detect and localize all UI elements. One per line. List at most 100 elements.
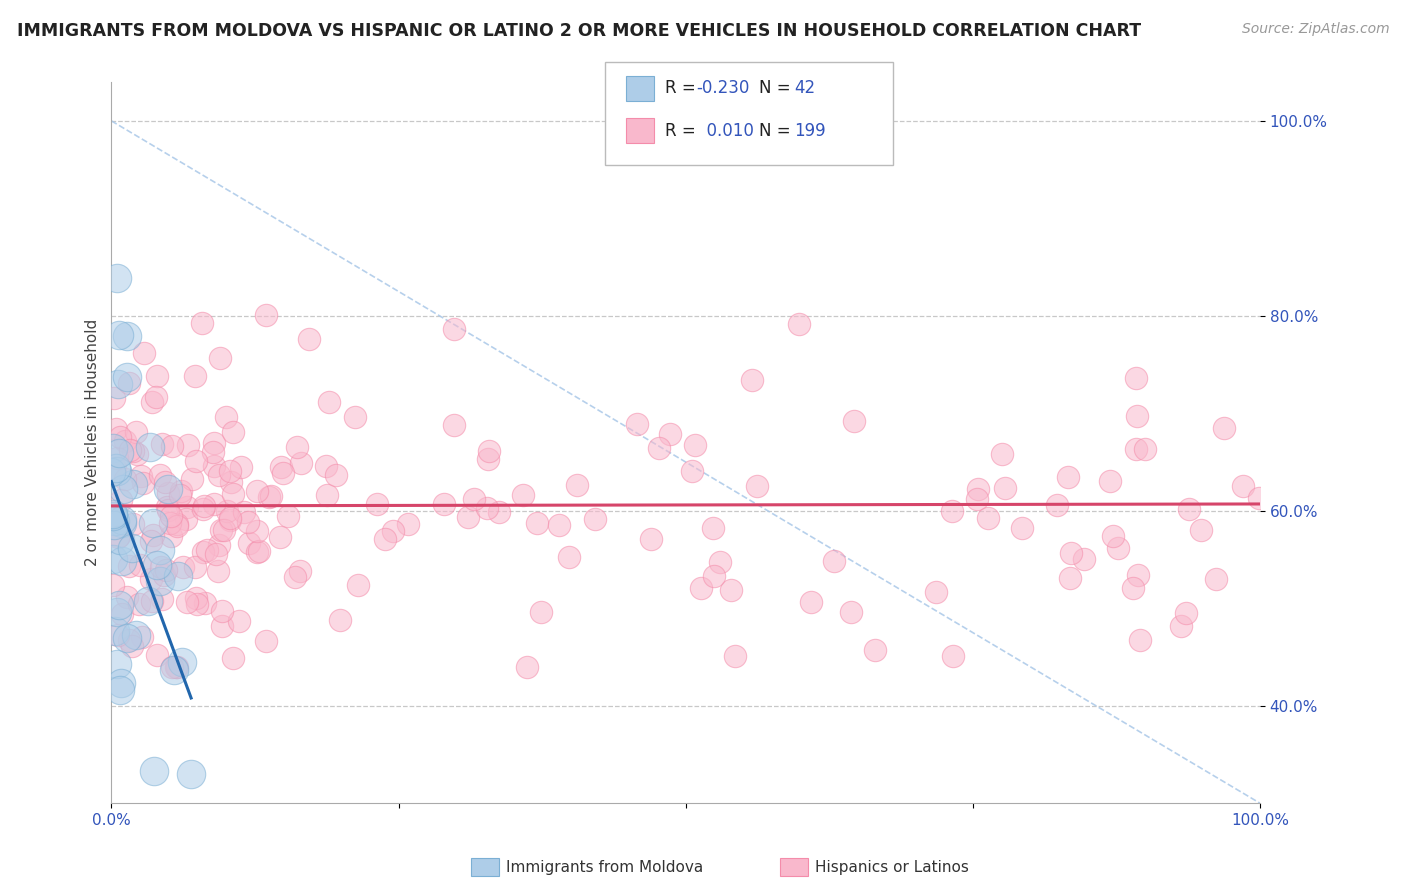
- Point: [325, 468, 347, 483]
- Point: [114, 434, 136, 448]
- Point: [101, 577, 124, 591]
- Point: [526, 516, 548, 530]
- Point: [139, 533, 162, 548]
- Point: [152, 567, 174, 582]
- Point: [208, 467, 231, 482]
- Point: [702, 521, 724, 535]
- Point: [155, 564, 177, 578]
- Point: [516, 659, 538, 673]
- Point: [681, 464, 703, 478]
- Point: [1128, 568, 1150, 582]
- Point: [463, 491, 485, 506]
- Point: [277, 509, 299, 524]
- Point: [150, 592, 173, 607]
- Point: [233, 505, 256, 519]
- Point: [107, 628, 129, 642]
- Point: [558, 550, 581, 565]
- Point: [254, 634, 277, 648]
- Point: [105, 271, 128, 285]
- Point: [208, 538, 231, 552]
- Point: [839, 605, 862, 619]
- Point: [121, 541, 143, 555]
- Point: [257, 490, 280, 504]
- Point: [457, 509, 479, 524]
- Point: [111, 482, 134, 496]
- Point: [260, 490, 283, 504]
- Point: [245, 524, 267, 539]
- Point: [238, 536, 260, 550]
- Point: [219, 511, 242, 525]
- Point: [139, 573, 162, 587]
- Point: [167, 568, 190, 582]
- Point: [741, 373, 763, 387]
- Point: [163, 663, 186, 677]
- Point: [315, 488, 337, 502]
- Point: [105, 451, 128, 466]
- Point: [107, 530, 129, 544]
- Point: [180, 473, 202, 487]
- Point: [477, 451, 499, 466]
- Point: [942, 649, 965, 664]
- Point: [174, 512, 197, 526]
- Point: [166, 518, 188, 533]
- Point: [1121, 582, 1143, 596]
- Point: [108, 682, 131, 697]
- Point: [219, 464, 242, 478]
- Point: [132, 475, 155, 490]
- Point: [977, 511, 1000, 525]
- Point: [141, 594, 163, 608]
- Point: [724, 649, 747, 664]
- Point: [648, 441, 671, 455]
- Point: [118, 559, 141, 574]
- Y-axis label: 2 or more Vehicles in Household: 2 or more Vehicles in Household: [86, 319, 100, 566]
- Point: [101, 552, 124, 566]
- Point: [207, 565, 229, 579]
- Point: [270, 460, 292, 475]
- Point: [193, 545, 215, 559]
- Point: [131, 630, 153, 644]
- Point: [626, 417, 648, 432]
- Point: [443, 322, 465, 336]
- Point: [115, 370, 138, 384]
- Point: [170, 484, 193, 499]
- Point: [103, 508, 125, 522]
- Point: [155, 475, 177, 490]
- Text: Immigrants from Moldova: Immigrants from Moldova: [506, 860, 703, 874]
- Point: [143, 764, 166, 778]
- Point: [842, 414, 865, 428]
- Point: [709, 555, 731, 569]
- Point: [290, 456, 312, 470]
- Point: [347, 578, 370, 592]
- Point: [136, 593, 159, 607]
- Point: [1059, 571, 1081, 585]
- Point: [478, 444, 501, 458]
- Point: [139, 440, 162, 454]
- Point: [104, 514, 127, 528]
- Point: [108, 430, 131, 444]
- Point: [105, 464, 128, 478]
- Point: [202, 497, 225, 511]
- Point: [1189, 523, 1212, 537]
- Point: [1125, 370, 1147, 384]
- Point: [104, 422, 127, 436]
- Point: [214, 410, 236, 425]
- Text: R =: R =: [665, 79, 702, 97]
- Point: [374, 533, 396, 547]
- Point: [254, 308, 277, 322]
- Point: [108, 446, 131, 460]
- Point: [1174, 606, 1197, 620]
- Point: [176, 500, 198, 514]
- Point: [212, 523, 235, 537]
- Point: [107, 328, 129, 343]
- Point: [787, 317, 810, 331]
- Point: [658, 427, 681, 442]
- Point: [1126, 409, 1149, 424]
- Text: 199: 199: [794, 122, 825, 140]
- Point: [146, 648, 169, 662]
- Point: [219, 513, 242, 527]
- Point: [176, 595, 198, 609]
- Point: [110, 607, 132, 622]
- Point: [166, 659, 188, 673]
- Point: [1178, 502, 1201, 516]
- Point: [202, 435, 225, 450]
